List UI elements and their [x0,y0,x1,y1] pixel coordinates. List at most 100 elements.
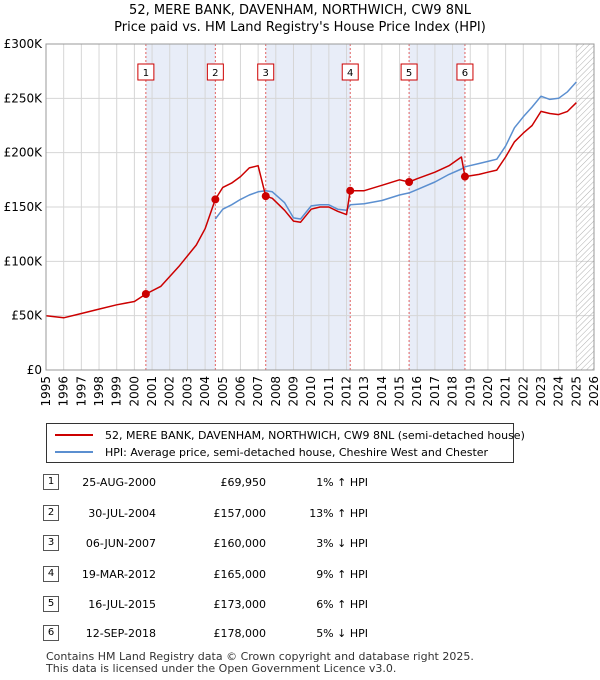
transaction-number: 3 [43,535,59,551]
sale-label-box [137,63,155,81]
x-tick-label: 1995 [39,376,53,407]
x-tick-label: 2025 [569,376,583,407]
hpi-line [214,81,577,220]
future-hatch-area [576,44,594,370]
attribution-footer: Contains HM Land Registry data © Crown c… [46,651,474,675]
x-tick-label: 2003 [180,376,194,407]
transaction-hpi-diff: 13% ↑ HPI [309,507,368,520]
sale-marker [405,178,414,187]
legend-label-hpi: HPI: Average price, semi-detached house,… [105,445,489,459]
x-tick-label: 2010 [304,376,318,407]
y-tick-label: £200K [4,146,44,160]
sale-label-text: 4 [347,68,353,79]
sale-label: 4 [341,63,359,81]
sale-label-text: 5 [406,68,412,79]
transaction-hpi-diff: 3% ↓ HPI [316,537,368,550]
x-tick-label: 2015 [393,376,407,407]
table-row: 1 25-AUG-2000 £69,950 1% ↑ HPI [0,473,600,493]
sale-label-text: 2 [212,68,218,79]
x-tick-label: 2022 [516,376,530,407]
sale-marker [141,289,150,298]
sale-marker [211,195,220,204]
sale-label: 3 [257,63,275,81]
x-tick-label: 2004 [198,376,212,407]
transaction-hpi-diff: 1% ↑ HPI [316,476,368,489]
x-tick-label: 2020 [481,376,495,407]
transaction-price: £157,000 [213,507,267,520]
legend-label-property: 52, MERE BANK, DAVENHAM, NORTHWICH, CW9 … [105,428,525,442]
chart-subtitle: Price paid vs. HM Land Registry's House … [114,20,486,35]
x-tick-label: 1998 [92,376,106,407]
footer-line-licence: This data is licensed under the Open Gov… [46,662,397,675]
y-tick-label: £0 [27,363,42,377]
sale-label-text: 1 [143,68,149,79]
transaction-price: £69,950 [220,476,267,489]
transaction-number: 5 [43,596,59,612]
x-tick-label: 2014 [375,376,389,407]
sale-markers [141,172,469,298]
transaction-hpi-diff: 6% ↑ HPI [316,598,368,611]
sale-marker [261,192,270,201]
y-tick-label: £50K [11,309,43,323]
table-row: 4 19-MAR-2012 £165,000 9% ↑ HPI [0,565,600,585]
chart-title: 52, MERE BANK, DAVENHAM, NORTHWICH, CW9 … [129,3,471,18]
x-tick-label: 2016 [410,376,424,407]
transaction-price: £178,000 [213,627,267,640]
x-tick-label: 2001 [145,376,159,407]
footer-line-copyright: Contains HM Land Registry data © Crown c… [46,650,474,663]
x-tick-label: 2023 [534,376,548,407]
legend-swatch-hpi [55,451,93,453]
sale-label: 5 [400,63,418,81]
x-tick-label: 2009 [286,376,300,407]
x-tick-label: 2017 [428,376,442,407]
x-tick-label: 2013 [357,376,371,407]
x-tick-label: 2024 [552,376,566,407]
transaction-hpi-diff: 5% ↓ HPI [316,627,368,640]
sale-label-box [341,63,359,81]
transaction-number: 2 [43,505,59,521]
sale-label: 1 [137,63,155,81]
transaction-date: 30-JUL-2004 [88,507,156,520]
legend-swatch-property [55,434,93,436]
x-tick-label: 2006 [233,376,247,407]
transaction-number: 1 [43,474,59,490]
transaction-hpi-diff: 9% ↑ HPI [316,568,368,581]
sale-label-box [456,63,474,81]
table-row: 2 30-JUL-2004 £157,000 13% ↑ HPI [0,504,600,524]
sale-marker [460,172,469,181]
x-tick-label: 2000 [127,376,141,407]
x-tick-label: 2007 [251,376,265,407]
transaction-date: 12-SEP-2018 [85,627,156,640]
y-tick-labels: £0 £50K £100K £150K £200K £250K £300K [4,37,44,377]
transaction-price: £173,000 [213,598,267,611]
sale-label: 6 [456,63,474,81]
table-row: 6 12-SEP-2018 £178,000 5% ↓ HPI [0,624,600,644]
transaction-number: 4 [43,566,59,582]
transaction-date: 19-MAR-2012 [81,568,156,581]
x-tick-label: 2018 [446,376,460,407]
x-tick-label: 1996 [57,376,71,407]
x-tick-label: 2005 [216,376,230,407]
plot-frame [45,43,595,371]
y-tick-label: £150K [4,200,44,214]
axes [45,43,595,371]
y-tick-label: £250K [4,91,44,105]
transaction-price: £165,000 [213,568,267,581]
x-tick-label: 2012 [340,376,354,407]
x-tick-label: 1999 [110,376,124,407]
future-hatch [576,44,594,370]
chart-title-block: 52, MERE BANK, DAVENHAM, NORTHWICH, CW9 … [0,2,600,36]
x-tick-label: 1997 [74,376,88,407]
x-tick-label: 2011 [322,376,336,407]
sale-marker [346,186,355,195]
transaction-date: 25-AUG-2000 [82,476,156,489]
sale-label: 2 [206,63,224,81]
legend-item-hpi: HPI: Average price, semi-detached house,… [55,444,488,460]
table-row: 5 16-JUL-2015 £173,000 6% ↑ HPI [0,595,600,615]
sale-label-box [400,63,418,81]
x-tick-label: 2008 [269,376,283,407]
transaction-date: 06-JUN-2007 [85,537,156,550]
sale-label-text: 6 [462,68,468,79]
legend-item-property: 52, MERE BANK, DAVENHAM, NORTHWICH, CW9 … [55,427,525,443]
transaction-date: 16-JUL-2015 [88,598,156,611]
